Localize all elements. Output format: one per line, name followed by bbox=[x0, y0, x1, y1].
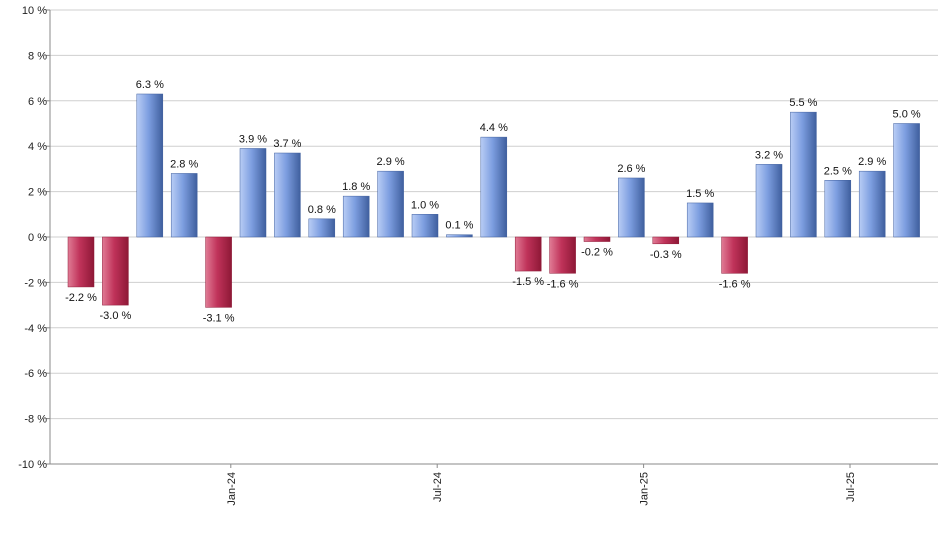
data-label: -1.6 % bbox=[547, 278, 579, 290]
data-labels: -2.2 %-3.0 % 6.3 % 2.8 % -3.1 % 3.9 % 3.7 % 0.… bbox=[65, 79, 921, 324]
x-tick-label: Jan-24 bbox=[226, 472, 238, 506]
data-label: -2.2 % bbox=[65, 292, 97, 304]
data-label: -3.1 % bbox=[203, 312, 235, 324]
bar bbox=[274, 152, 301, 238]
bar bbox=[790, 111, 817, 238]
y-tick-label: -8 % bbox=[24, 414, 47, 426]
data-label: 1.0 % bbox=[411, 199, 439, 211]
data-label: -3.0 % bbox=[100, 310, 132, 322]
bar bbox=[755, 164, 783, 238]
bar bbox=[102, 236, 129, 306]
data-label: -1.6 % bbox=[719, 278, 751, 290]
bar bbox=[205, 236, 232, 308]
axes bbox=[49, 10, 938, 465]
data-label: 6.3 % bbox=[136, 79, 164, 91]
y-tick-label: -6 % bbox=[24, 368, 47, 380]
y-tick-label: -10 % bbox=[18, 459, 47, 471]
data-label: 2.9 % bbox=[377, 156, 405, 168]
bar bbox=[721, 236, 748, 274]
bar bbox=[480, 136, 508, 238]
x-tick-label: Jul-24 bbox=[432, 472, 444, 502]
data-label: -1.5 % bbox=[512, 276, 544, 288]
data-label: 1.8 % bbox=[342, 181, 370, 193]
bar bbox=[549, 236, 576, 274]
y-axis-ticks: 10 % 8 % 6 % 4 % 2 % 0 % -2 % -4 % -6 % -8 % -10 % bbox=[18, 5, 50, 471]
y-tick-label: 0 % bbox=[28, 232, 47, 244]
bar bbox=[893, 123, 920, 238]
bar bbox=[136, 93, 164, 238]
bar bbox=[446, 234, 473, 238]
x-axis-ticks: Jan-24 Jul-24 Jan-25 Jul-25 bbox=[226, 464, 857, 506]
bar bbox=[824, 180, 852, 238]
data-label: -0.3 % bbox=[650, 249, 682, 261]
data-label: 3.7 % bbox=[273, 138, 301, 150]
bar bbox=[239, 148, 267, 238]
data-label: 2.6 % bbox=[617, 163, 645, 175]
y-tick-label: 4 % bbox=[28, 141, 47, 153]
data-label: 2.9 % bbox=[858, 156, 886, 168]
bar bbox=[377, 170, 404, 238]
bar bbox=[652, 236, 680, 245]
y-tick-label: -2 % bbox=[24, 277, 47, 289]
data-label: 0.1 % bbox=[445, 220, 473, 232]
bars bbox=[67, 93, 920, 308]
data-label: 3.9 % bbox=[239, 133, 267, 145]
data-label: 4.4 % bbox=[480, 122, 508, 134]
y-tick-label: 2 % bbox=[28, 187, 47, 199]
data-label: 5.0 % bbox=[893, 109, 921, 121]
data-label: 2.8 % bbox=[170, 158, 198, 170]
bar bbox=[342, 195, 370, 238]
bar bbox=[308, 218, 336, 238]
bar bbox=[858, 170, 886, 238]
bar bbox=[686, 202, 714, 238]
data-label: 5.5 % bbox=[789, 97, 817, 109]
bar bbox=[170, 173, 198, 238]
data-label: 0.8 % bbox=[308, 204, 336, 216]
data-label: -0.2 % bbox=[581, 247, 613, 259]
data-label: 1.5 % bbox=[686, 188, 714, 200]
y-tick-label: -4 % bbox=[24, 323, 47, 335]
y-tick-label: 8 % bbox=[28, 50, 47, 62]
bar bbox=[514, 236, 542, 272]
bar bbox=[67, 236, 95, 288]
x-tick-label: Jul-25 bbox=[845, 472, 857, 502]
data-label: 2.5 % bbox=[824, 165, 852, 177]
bar bbox=[411, 214, 439, 238]
bar bbox=[583, 236, 611, 242]
y-tick-label: 10 % bbox=[22, 5, 47, 17]
y-tick-label: 6 % bbox=[28, 96, 47, 108]
bar bbox=[618, 177, 645, 238]
x-tick-label: Jan-25 bbox=[639, 472, 651, 506]
data-label: 3.2 % bbox=[755, 149, 783, 161]
